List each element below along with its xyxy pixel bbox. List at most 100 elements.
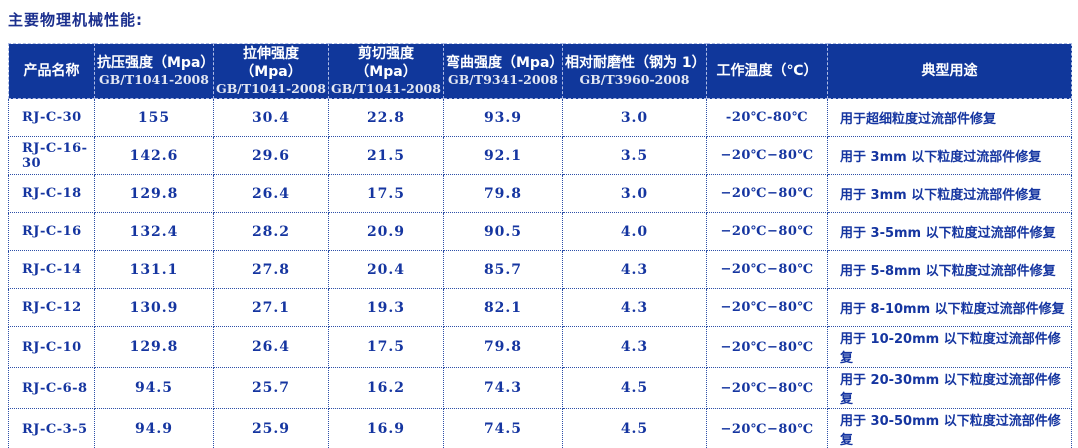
- cell-shear: 17.5: [328, 326, 444, 368]
- cell-temperature: −20℃−80℃: [706, 326, 828, 368]
- cell-bending: 82.1: [443, 288, 563, 327]
- table-row: RJ-C-6-8 94.5 25.7 16.2 74.3 4.5 −20℃−80℃ 用于 20…: [8, 367, 1072, 409]
- cell-product: RJ-C-10: [8, 326, 95, 368]
- cell-bending: 85.7: [443, 250, 563, 289]
- header-standard: GB/T1041-2008: [331, 81, 441, 96]
- cell-compressive: 142.6: [94, 136, 214, 175]
- cell-usage: 用于 3mm 以下粒度过流部件修复: [827, 174, 1072, 213]
- cell-wear: 4.5: [562, 367, 707, 409]
- cell-product: RJ-C-30: [8, 98, 95, 137]
- cell-usage: 用于 30-50mm 以下粒度过流部件修复: [827, 408, 1072, 448]
- cell-wear: 4.5: [562, 408, 707, 448]
- cell-shear: 19.3: [328, 288, 444, 327]
- spec-table: 产品名称 抗压强度（Mpa） GB/T1041-2008 拉伸强度（Mpa） GB/T1…: [8, 43, 1072, 448]
- header-label: 抗压强度（Mpa）: [97, 55, 215, 71]
- header-cell-wear: 相对耐磨性（钢为 1） GB/T3960-2008: [562, 43, 707, 99]
- cell-shear: 20.4: [328, 250, 444, 289]
- cell-bending: 93.9: [443, 98, 563, 137]
- cell-bending: 79.8: [443, 174, 563, 213]
- cell-compressive: 129.8: [94, 326, 214, 368]
- cell-compressive: 155: [94, 98, 214, 137]
- header-cell-temperature: 工作温度（℃）: [706, 43, 828, 99]
- header-row: 产品名称 抗压强度（Mpa） GB/T1041-2008 拉伸强度（Mpa） GB/T1…: [8, 43, 1072, 99]
- cell-compressive: 129.8: [94, 174, 214, 213]
- cell-usage: 用于超细粒度过流部件修复: [827, 98, 1072, 137]
- header-cell-compressive: 抗压强度（Mpa） GB/T1041-2008: [94, 43, 215, 99]
- cell-product: RJ-C-18: [8, 174, 95, 213]
- cell-temperature: −20℃−80℃: [706, 408, 828, 448]
- cell-tensile: 27.8: [213, 250, 329, 289]
- cell-compressive: 94.9: [94, 408, 214, 448]
- cell-wear: 4.3: [562, 250, 707, 289]
- cell-wear: 3.0: [562, 174, 707, 213]
- cell-shear: 16.2: [328, 367, 444, 409]
- cell-temperature: -20℃-80℃: [706, 98, 828, 137]
- table-row: RJ-C-16-30 142.6 29.6 21.5 92.1 3.5 −20℃−80℃ 用于…: [8, 136, 1072, 175]
- cell-wear: 3.5: [562, 136, 707, 175]
- header-label: 拉伸强度（Mpa）: [240, 46, 302, 80]
- table-row: RJ-C-12 130.9 27.1 19.3 82.1 4.3 −20℃−80℃ 用于 8-…: [8, 288, 1072, 327]
- cell-temperature: −20℃−80℃: [706, 288, 828, 327]
- cell-shear: 16.9: [328, 408, 444, 448]
- cell-temperature: −20℃−80℃: [706, 212, 828, 251]
- header-standard: GB/T1041-2008: [99, 72, 209, 87]
- header-label: 相对耐磨性（钢为 1）: [565, 55, 706, 71]
- cell-temperature: −20℃−80℃: [706, 136, 828, 175]
- page-title: 主要物理机械性能:: [8, 11, 143, 29]
- header-cell-bending: 弯曲强度（Mpa） GB/T9341-2008: [443, 43, 564, 99]
- cell-product: RJ-C-14: [8, 250, 95, 289]
- cell-usage: 用于 3-5mm 以下粒度过流部件修复: [827, 212, 1072, 251]
- cell-tensile: 26.4: [213, 326, 329, 368]
- cell-bending: 90.5: [443, 212, 563, 251]
- cell-tensile: 25.9: [213, 408, 329, 448]
- cell-bending: 74.5: [443, 408, 563, 448]
- table-header: 产品名称 抗压强度（Mpa） GB/T1041-2008 拉伸强度（Mpa） GB/T1…: [8, 43, 1072, 99]
- cell-wear: 4.0: [562, 212, 707, 251]
- cell-wear: 4.3: [562, 326, 707, 368]
- cell-wear: 4.3: [562, 288, 707, 327]
- cell-product: RJ-C-6-8: [8, 367, 95, 409]
- header-cell-usage: 典型用途: [827, 43, 1072, 99]
- cell-product: RJ-C-3-5: [8, 408, 95, 448]
- table-row: RJ-C-16 132.4 28.2 20.9 90.5 4.0 −20℃−80℃ 用于 3-…: [8, 212, 1072, 251]
- header-standard: GB/T9341-2008: [448, 72, 558, 87]
- header-label: 剪切强度（Mpa）: [355, 46, 417, 80]
- cell-tensile: 29.6: [213, 136, 329, 175]
- table-row: RJ-C-3-5 94.9 25.9 16.9 74.5 4.5 −20℃−80℃ 用于 30…: [8, 408, 1072, 448]
- cell-tensile: 30.4: [213, 98, 329, 137]
- table-row: RJ-C-14 131.1 27.8 20.4 85.7 4.3 −20℃−80℃ 用于 5-…: [8, 250, 1072, 289]
- cell-bending: 74.3: [443, 367, 563, 409]
- cell-compressive: 131.1: [94, 250, 214, 289]
- cell-shear: 20.9: [328, 212, 444, 251]
- table-body: RJ-C-30 155 30.4 22.8 93.9 3.0 -20℃-80℃ 用于超细粒度过…: [8, 98, 1072, 448]
- cell-bending: 92.1: [443, 136, 563, 175]
- cell-temperature: −20℃−80℃: [706, 174, 828, 213]
- header-label: 典型用途: [921, 63, 978, 79]
- cell-temperature: −20℃−80℃: [706, 250, 828, 289]
- header-standard: GB/T1041-2008: [216, 81, 326, 96]
- cell-tensile: 25.7: [213, 367, 329, 409]
- cell-usage: 用于 8-10mm 以下粒度过流部件修复: [827, 288, 1072, 327]
- table-row: RJ-C-10 129.8 26.4 17.5 79.8 4.3 −20℃−80℃ 用于 10…: [8, 326, 1072, 368]
- cell-temperature: −20℃−80℃: [706, 367, 828, 409]
- table-row: RJ-C-18 129.8 26.4 17.5 79.8 3.0 −20℃−80℃ 用于 3m…: [8, 174, 1072, 213]
- cell-compressive: 130.9: [94, 288, 214, 327]
- header-label: 工作温度（℃）: [716, 63, 818, 79]
- header-cell-shear: 剪切强度（Mpa） GB/T1041-2008: [328, 43, 444, 99]
- header-standard: GB/T3960-2008: [579, 72, 690, 87]
- cell-tensile: 27.1: [213, 288, 329, 327]
- cell-usage: 用于 3mm 以下粒度过流部件修复: [827, 136, 1072, 175]
- header-label: 弯曲强度（Mpa）: [446, 55, 564, 71]
- cell-shear: 17.5: [328, 174, 444, 213]
- cell-shear: 21.5: [328, 136, 444, 175]
- cell-compressive: 132.4: [94, 212, 214, 251]
- header-cell-product: 产品名称: [8, 43, 95, 99]
- cell-wear: 3.0: [562, 98, 707, 137]
- cell-bending: 79.8: [443, 326, 563, 368]
- cell-product: RJ-C-12: [8, 288, 95, 327]
- cell-usage: 用于 20-30mm 以下粒度过流部件修复: [827, 367, 1072, 409]
- cell-compressive: 94.5: [94, 367, 214, 409]
- cell-tensile: 28.2: [213, 212, 329, 251]
- cell-usage: 用于 10-20mm 以下粒度过流部件修复: [827, 326, 1072, 368]
